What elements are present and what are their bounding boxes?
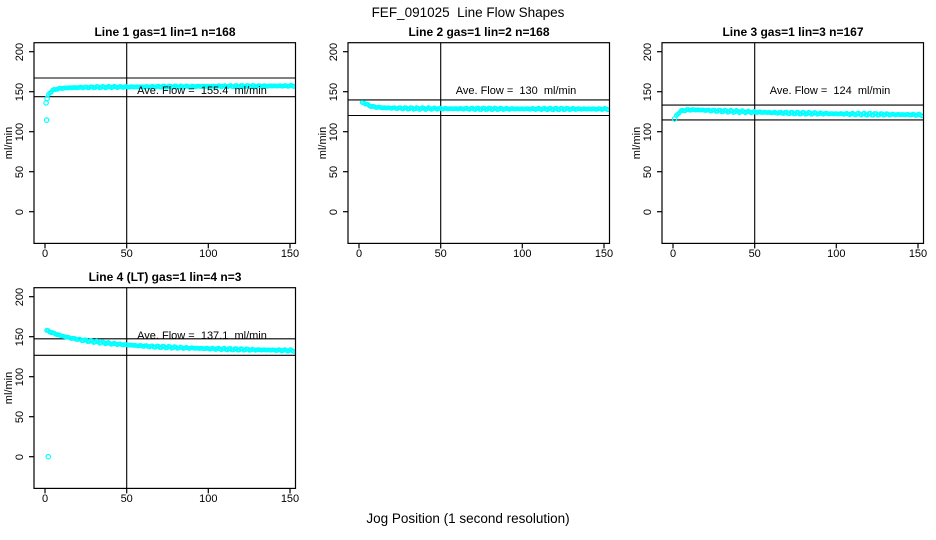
- y-tick-label: 0: [642, 208, 654, 215]
- plot-box: [661, 42, 925, 244]
- panel-title: Line 4 (LT) gas=1 lin=4 n=3: [88, 270, 242, 284]
- x-tick-label: 150: [594, 248, 614, 260]
- y-tick-label: 150: [328, 82, 340, 101]
- figure-title: FEF_091025 Line Flow Shapes: [371, 5, 565, 20]
- ave-flow-annotation: Ave. Flow = 124 ml/min: [769, 85, 891, 97]
- x-tick-label: 50: [120, 493, 133, 505]
- y-tick-label: 100: [328, 122, 340, 141]
- y-tick-label: 200: [328, 42, 340, 61]
- x-tick-label: 100: [827, 248, 846, 260]
- y-tick-label: 0: [14, 453, 26, 460]
- plot-svg: [29, 287, 297, 494]
- x-tick-label: 50: [120, 248, 133, 260]
- ave-flow-annotation: Ave. Flow = 155.4 ml/min: [137, 85, 267, 97]
- y-tick-label: 50: [328, 165, 340, 178]
- y-tick-label: 150: [642, 82, 654, 101]
- scatter-points: [671, 107, 925, 122]
- x-tick-label: 0: [41, 248, 49, 260]
- panel-title: Line 2 gas=1 lin=2 n=168: [408, 25, 550, 39]
- scatter-points: [43, 82, 297, 123]
- y-tick-label: 200: [14, 42, 26, 61]
- x-tick-label: 100: [199, 248, 218, 260]
- plot-svg: [657, 42, 925, 249]
- y-tick-label: 100: [14, 122, 26, 141]
- scatter-points: [359, 100, 611, 113]
- panel-line-3: Line 3 gas=1 lin=3 n=167 Ave. Flow = 124…: [628, 0, 936, 272]
- x-tick-label: 150: [908, 248, 928, 260]
- x-tick-label: 0: [355, 248, 363, 260]
- y-tick-label: 150: [14, 327, 26, 346]
- y-tick-label: 0: [14, 208, 26, 215]
- plot-box: [33, 287, 297, 489]
- panel-title: Line 3 gas=1 lin=3 n=167: [722, 25, 864, 39]
- panel-line-4: Line 4 (LT) gas=1 lin=4 n=3 Ave. Flow = …: [0, 245, 314, 517]
- x-axis-label: Jog Position (1 second resolution): [366, 511, 570, 526]
- plot-svg: [29, 42, 297, 249]
- y-tick-label: 200: [14, 287, 26, 306]
- y-tick-label: 150: [14, 82, 26, 101]
- panel-line-1: Line 1 gas=1 lin=1 n=168 Ave. Flow = 155…: [0, 0, 314, 272]
- y-tick-label: 50: [14, 165, 26, 178]
- y-tick-label: 50: [642, 165, 654, 178]
- x-tick-label: 50: [748, 248, 761, 260]
- ave-flow-annotation: Ave. Flow = 130 ml/min: [455, 85, 577, 97]
- y-tick-label: 0: [328, 208, 340, 215]
- x-tick-label: 100: [513, 248, 532, 260]
- y-tick-label: 200: [642, 42, 654, 61]
- plot-box: [33, 42, 297, 244]
- x-tick-label: 0: [669, 248, 677, 260]
- x-tick-label: 50: [434, 248, 447, 260]
- scatter-points: [44, 328, 297, 460]
- ave-flow-annotation: Ave. Flow = 137.1 ml/min: [137, 330, 267, 342]
- x-tick-label: 150: [280, 248, 300, 260]
- y-tick-label: 50: [14, 410, 26, 423]
- plot-svg: [343, 42, 611, 249]
- y-tick-label: 100: [14, 367, 26, 386]
- x-tick-label: 100: [199, 493, 218, 505]
- y-tick-label: 100: [642, 122, 654, 141]
- x-tick-label: 0: [41, 493, 49, 505]
- panel-line-2: Line 2 gas=1 lin=2 n=168 Ave. Flow = 130…: [314, 0, 628, 272]
- x-tick-label: 150: [280, 493, 300, 505]
- panel-title: Line 1 gas=1 lin=1 n=168: [94, 25, 236, 39]
- plot-box: [347, 42, 611, 244]
